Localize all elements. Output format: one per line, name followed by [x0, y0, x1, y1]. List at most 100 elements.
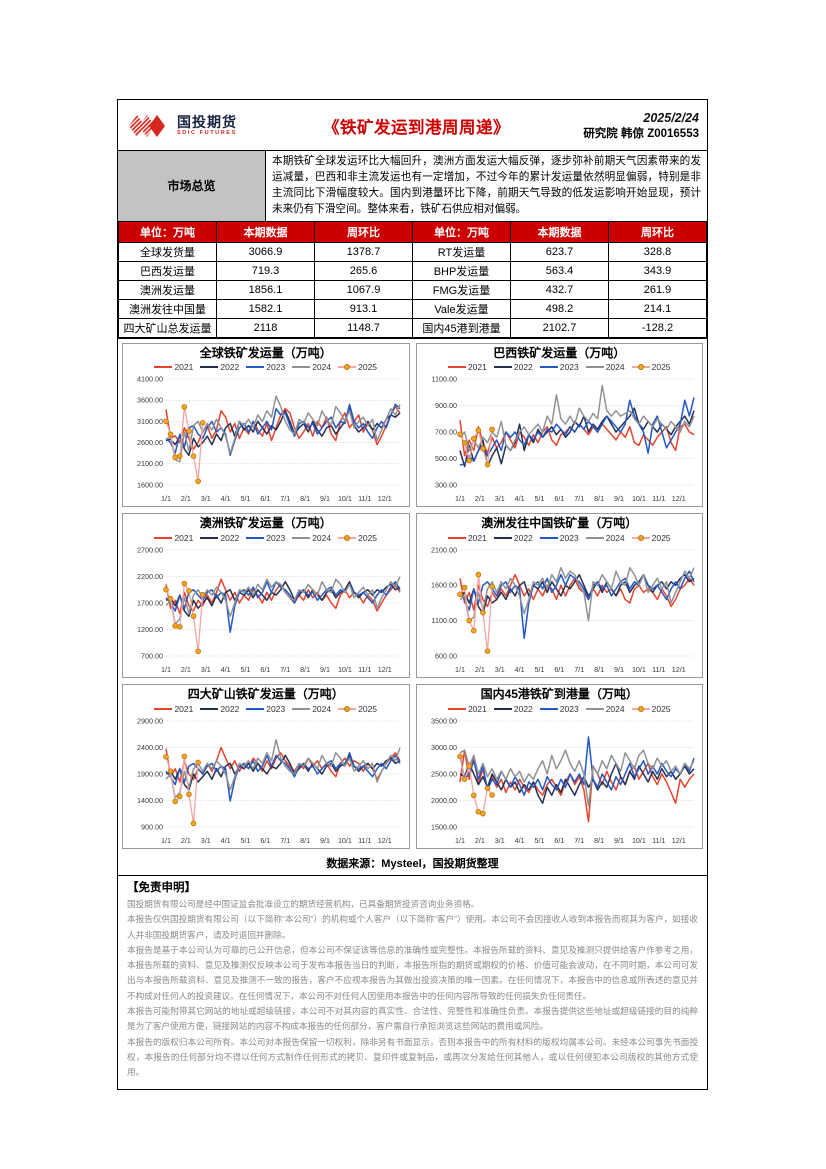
chart-box-2: 巴西铁矿发运量（万吨） 2021 2022 2023 2024 2025 300.00 500…: [415, 342, 703, 508]
legend-label: 2021: [467, 533, 487, 544]
x-axis-tick-label: 12/1: [378, 836, 392, 845]
x-axis-tick-label: 11/1: [358, 665, 371, 674]
series-marker-2025: [479, 810, 486, 817]
x-axis-tick-label: 2/1: [474, 494, 484, 503]
x-axis-tick-label: 8/1: [594, 494, 604, 503]
x-axis-tick-label: 12/1: [378, 494, 392, 503]
legend-swatch-icon: [292, 366, 311, 369]
series-marker-2025: [186, 791, 192, 798]
y-axis-tick-label: 1500.00: [431, 822, 457, 831]
legend-label: 2022: [513, 533, 533, 544]
metric-label: RT发运量: [412, 241, 511, 262]
y-axis-tick-label: 2100.00: [431, 546, 457, 555]
series-marker-2025: [176, 453, 183, 460]
series-line-2023: [458, 736, 695, 796]
chart-legend: 2021 2022 2023 2024 2025: [419, 362, 701, 372]
chart-box-5: 四大矿山铁矿发运量（万吨） 2021 2022 2023 2024 2025 900.00 1…: [122, 684, 410, 849]
x-axis-tick-label: 4/1: [221, 665, 231, 674]
series-marker-2025: [172, 623, 178, 629]
series-marker-2025: [488, 427, 495, 433]
legend-item-2022: 2022: [200, 533, 239, 543]
disclaimer-paragraph: 本报告可能附带其它网站的地址或超级链接，本公司不对其内容的真实性、合法性、完整性…: [127, 1006, 698, 1032]
legend-swatch-icon: [154, 366, 173, 369]
legend-label: 2024: [605, 533, 625, 544]
chart-box-3: 澳洲铁矿发运量（万吨） 2021 2022 2023 2024 2025 700.00 120…: [122, 513, 410, 679]
legend-label: 2024: [605, 362, 625, 373]
legend-item-2021: 2021: [447, 704, 487, 714]
logo-text: 国投期货 SDIC FUTURES: [177, 115, 237, 137]
report-date: 2025/2/24: [643, 110, 699, 125]
chart-plot: 700.00 1200.00 1700.00 2200.00 2700.00 1/1 2/1…: [137, 546, 401, 674]
col-wow-left: 周环比: [314, 220, 413, 243]
disclaimer-paragraphs: 国投期货有限公司是经中国证监会批准设立的期货经营机构，已具备期货投资咨询业务资格…: [127, 897, 698, 1081]
y-axis-tick-label: 3500.00: [431, 716, 457, 725]
report-header: 国投期货 SDIC FUTURES 《铁矿发运到港周周递》 2025/2/24 …: [118, 100, 707, 150]
legend-item-2022: 2022: [200, 704, 239, 714]
x-axis-tick-label: 2/1: [181, 665, 191, 674]
y-axis-tick-label: 2500.00: [431, 769, 457, 778]
x-axis-tick-label: 9/1: [614, 494, 624, 503]
disclaimer-section: 【免责申明】 国投期货有限公司是经中国证监会批准设立的期货经营机构，已具备期货投…: [118, 874, 707, 1089]
series-marker-2025: [456, 591, 463, 598]
legend-item-2025: 2025: [631, 533, 671, 543]
x-axis-tick-label: 7/1: [280, 665, 290, 674]
wow-value: 913.1: [314, 298, 413, 319]
table-row: 巴西发运量 719.3 265.6 BHP发运量 563.4 343.9: [118, 260, 707, 281]
x-axis-tick-label: 7/1: [574, 494, 584, 503]
legend-label: 2021: [174, 362, 194, 373]
legend-item-2023: 2023: [539, 362, 579, 373]
y-axis-tick-label: 2100.00: [137, 460, 163, 469]
chart-legend: 2021 2022 2023 2024 2025: [125, 704, 407, 714]
legend-item-2024: 2024: [585, 704, 625, 714]
y-axis-tick-label: 900.00: [435, 401, 457, 410]
y-axis-tick-label: 2400.00: [137, 743, 163, 752]
series-marker-2025: [488, 583, 495, 590]
x-axis-tick-label: 3/1: [201, 665, 211, 674]
legend-swatch-icon: [631, 705, 650, 712]
legend-item-2024: 2024: [292, 704, 331, 714]
series-marker-2025: [484, 785, 490, 792]
legend-swatch-icon: [154, 537, 173, 540]
chart-plot: 1500.00 2000.00 2500.00 3000.00 3500.00 1/1 2/…: [431, 716, 695, 845]
series-marker-2025: [163, 753, 169, 760]
x-axis-tick-label: 10/1: [338, 494, 352, 503]
legend-marker-dot-icon: [344, 705, 351, 712]
series-line-2022: [458, 407, 695, 468]
x-axis-tick-label: 10/1: [338, 836, 352, 845]
x-axis-tick-label: 7/1: [574, 665, 584, 674]
x-axis-tick-label: 7/1: [280, 494, 290, 503]
legend-label: 2022: [220, 362, 240, 373]
col-unit-right: 单位：万吨: [412, 220, 511, 243]
metric-value: 2118: [216, 317, 315, 338]
series-marker-2025: [456, 431, 463, 438]
series-marker-2025: [167, 768, 174, 774]
x-axis-tick-label: 10/1: [631, 836, 645, 845]
y-axis-tick-label: 3000.00: [431, 743, 457, 752]
summary-table: 单位：万吨 本期数据 周环比 单位：万吨 本期数据 周环比 全球发货量 3066.…: [118, 220, 707, 338]
series-marker-2025: [475, 808, 481, 815]
series-line-2024: [459, 749, 695, 807]
chart-title: 澳洲发往中国铁矿量（万吨）: [481, 516, 638, 531]
metric-value: 1582.1: [216, 298, 315, 319]
series-line-2025: [458, 574, 493, 652]
legend-swatch-icon: [493, 707, 512, 710]
legend-item-2025: 2025: [338, 704, 377, 714]
disclaimer-paragraph: 本报告仅供国投期货有限公司（以下简称“本公司”）的机构或个人客户（以下简称“客户…: [127, 914, 698, 940]
legend-label: 2025: [651, 362, 671, 373]
legend-swatch-icon: [246, 707, 265, 710]
x-axis-tick-label: 3/1: [494, 836, 504, 845]
y-axis-tick-label: 700.00: [435, 428, 457, 437]
metric-label: 澳洲发往中国量: [118, 298, 217, 319]
legend-item-2023: 2023: [539, 533, 579, 543]
x-axis-tick-label: 3/1: [494, 665, 504, 674]
series-marker-2025: [475, 571, 481, 578]
legend-swatch-icon: [493, 366, 512, 369]
x-axis-tick-label: 8/1: [594, 665, 604, 674]
chart-title: 澳洲铁矿发运量（万吨）: [199, 516, 332, 531]
series-marker-2025: [181, 753, 188, 760]
series-marker-2025: [465, 458, 472, 464]
legend-label: 2024: [312, 362, 332, 373]
x-axis-tick-label: 10/1: [338, 665, 352, 674]
series-marker-2025: [465, 617, 472, 624]
legend-label: 2023: [559, 362, 579, 373]
